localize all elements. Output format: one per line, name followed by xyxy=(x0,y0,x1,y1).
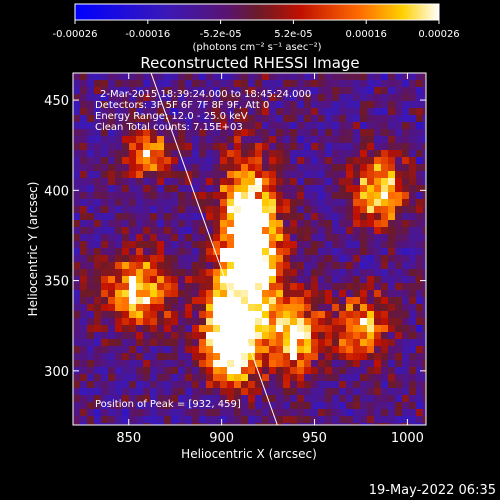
y-tick-label: 400 xyxy=(44,184,69,199)
x-tick-label: 950 xyxy=(302,431,327,446)
colorbar xyxy=(74,3,440,21)
colorbar-units: (photons cm⁻² s⁻¹ asec⁻²) xyxy=(192,42,321,53)
x-axis-label: Heliocentric X (arcsec) xyxy=(181,447,317,461)
colorbar-tick-label: -5.2e-05 xyxy=(200,29,242,40)
colorbar-tick-label: 5.2e-05 xyxy=(274,29,312,40)
y-tick-label: 350 xyxy=(44,275,69,290)
plot-frame xyxy=(72,72,427,426)
chart-title: Reconstructed RHESSI Image xyxy=(140,54,359,72)
x-tick-label: 1000 xyxy=(391,431,424,446)
y-tick-label: 450 xyxy=(44,94,69,109)
y-axis-ticks: 300 350 400 450 xyxy=(44,94,426,380)
solar-limb-line xyxy=(150,72,278,426)
colorbar-tick-label: 0.00026 xyxy=(418,29,459,40)
x-tick-label: 850 xyxy=(116,431,141,446)
timestamp: 19-May-2022 06:35 xyxy=(369,483,496,498)
heatmap-image xyxy=(73,73,426,425)
y-axis-label: Heliocentric Y (arcsec) xyxy=(26,182,40,317)
x-axis-ticks: 850 900 950 1000 xyxy=(116,73,424,446)
peak-position: Position of Peak = [932, 459] xyxy=(95,399,241,410)
info-line: Energy Range: 12.0 - 25.0 keV xyxy=(95,111,248,122)
colorbar-ticks: -0.00026 -0.00016 -5.2e-05 5.2e-05 0.00016 0.… xyxy=(53,20,460,40)
colorbar-tick-label: -0.00026 xyxy=(53,29,98,40)
colorbar-tick-label: -0.00016 xyxy=(125,29,170,40)
x-tick-label: 900 xyxy=(209,431,234,446)
info-line: Clean Total counts: 7.15E+03 xyxy=(95,122,243,133)
observation-info: 2-Mar-2015 18:39:24.000 to 18:45:24.000D… xyxy=(95,89,311,133)
y-tick-label: 300 xyxy=(44,365,69,380)
info-line: Detectors: 3F 5F 6F 7F 8F 9F, Att 0 xyxy=(95,100,269,111)
info-line: 2-Mar-2015 18:39:24.000 to 18:45:24.000 xyxy=(100,89,311,100)
colorbar-tick-label: 0.00016 xyxy=(346,29,387,40)
